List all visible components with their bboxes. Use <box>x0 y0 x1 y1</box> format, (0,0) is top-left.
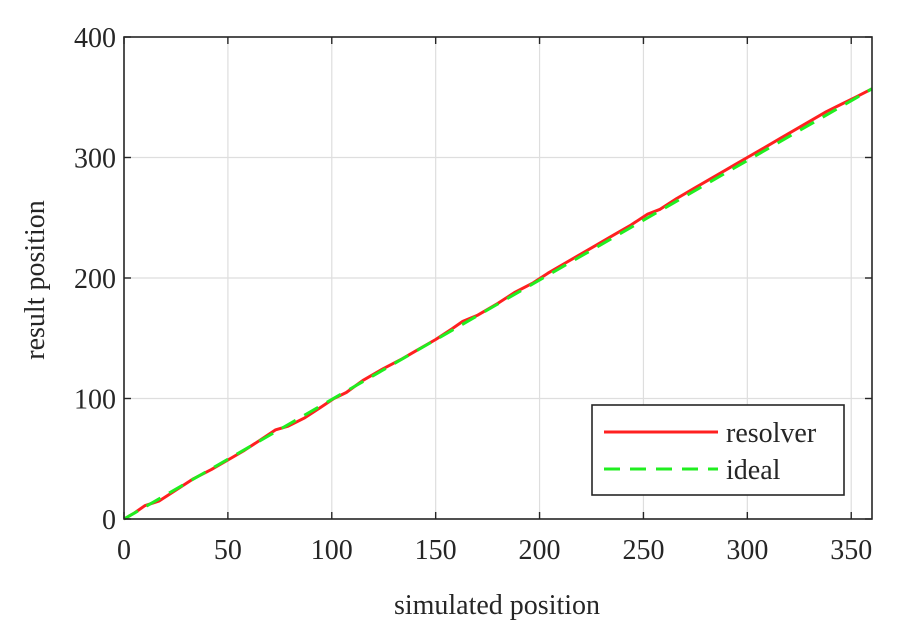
x-axis-ticks: 0 50 100 150 200 250 300 350 <box>117 37 872 566</box>
y-tick-label: 400 <box>74 23 116 54</box>
y-axis-label: result position <box>20 200 51 359</box>
legend: resolver ideal <box>591 404 845 496</box>
y-axis-ticks: 0 100 200 300 400 <box>74 23 872 536</box>
y-tick-label: 100 <box>74 385 116 416</box>
y-tick-label: 300 <box>74 144 116 175</box>
y-tick-label: 0 <box>102 505 116 536</box>
x-tick-label: 0 <box>117 535 131 566</box>
legend-label-ideal: ideal <box>726 455 781 486</box>
x-tick-label: 200 <box>519 535 561 566</box>
series-lines <box>123 87 873 521</box>
x-tick-label: 350 <box>830 535 872 566</box>
legend-label-resolver: resolver <box>726 418 817 449</box>
x-tick-label: 50 <box>214 535 242 566</box>
x-tick-label: 150 <box>415 535 457 566</box>
x-axis-label: simulated position <box>394 590 600 621</box>
x-tick-label: 100 <box>311 535 353 566</box>
y-tick-label: 200 <box>74 264 116 295</box>
x-tick-label: 250 <box>622 535 664 566</box>
series-line-ideal <box>123 87 873 521</box>
x-tick-label: 300 <box>726 535 768 566</box>
legend-box <box>591 404 845 496</box>
